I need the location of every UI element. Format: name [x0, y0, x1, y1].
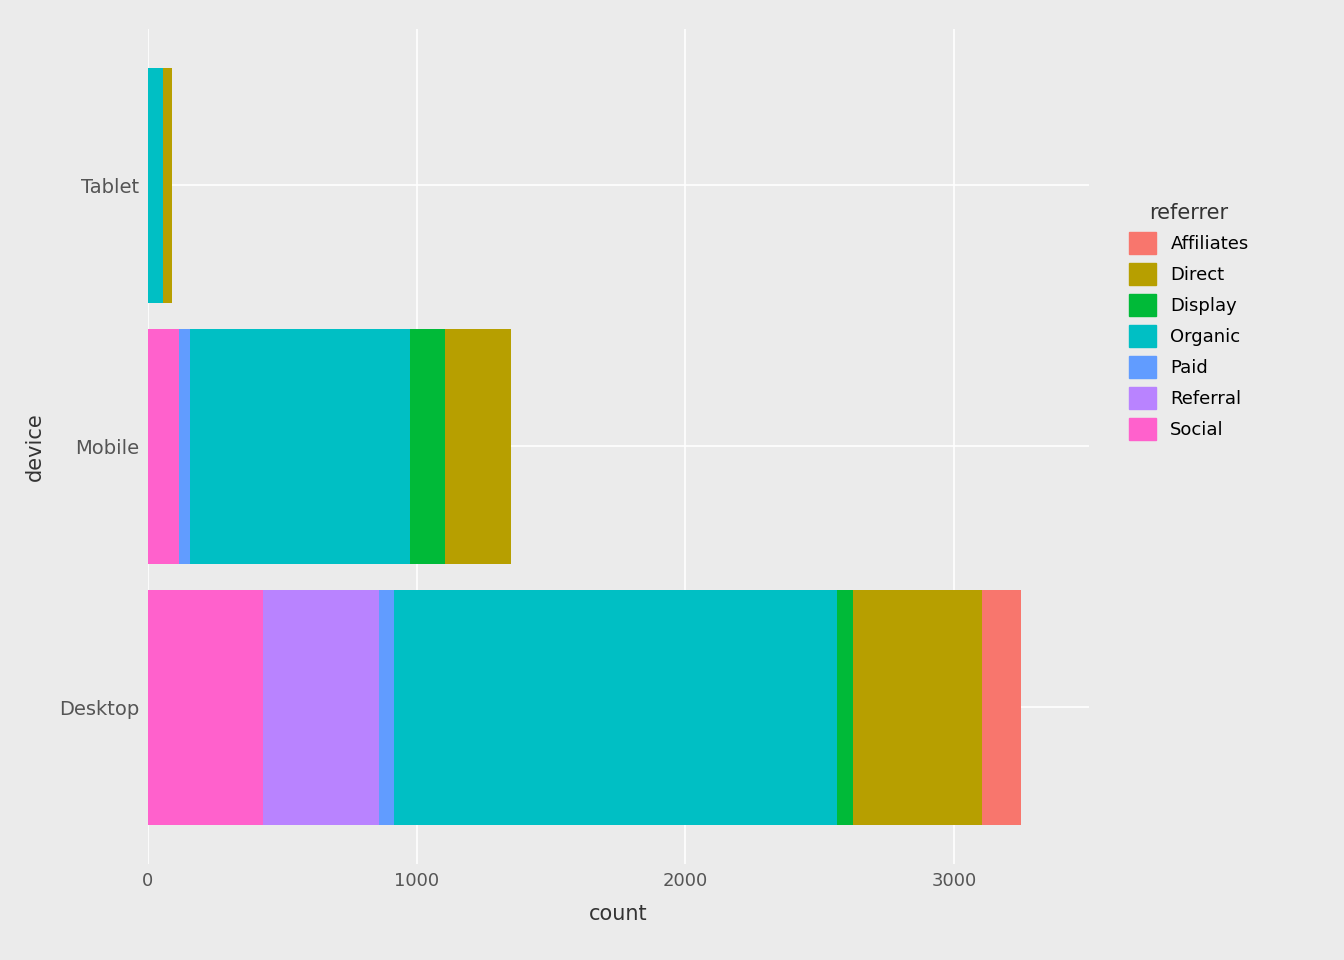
- X-axis label: count: count: [589, 904, 648, 924]
- Bar: [148, 68, 163, 302]
- Bar: [410, 329, 445, 564]
- Bar: [190, 329, 410, 564]
- Bar: [445, 329, 511, 564]
- Bar: [982, 590, 1021, 825]
- Bar: [148, 329, 179, 564]
- Bar: [163, 68, 172, 302]
- Bar: [394, 590, 837, 825]
- Bar: [148, 590, 263, 825]
- Bar: [379, 590, 394, 825]
- Legend: Affiliates, Direct, Display, Organic, Paid, Referral, Social: Affiliates, Direct, Display, Organic, Pa…: [1114, 188, 1263, 454]
- Bar: [263, 590, 379, 825]
- Bar: [837, 590, 853, 825]
- Bar: [853, 590, 982, 825]
- Y-axis label: device: device: [26, 412, 46, 481]
- Bar: [179, 329, 190, 564]
